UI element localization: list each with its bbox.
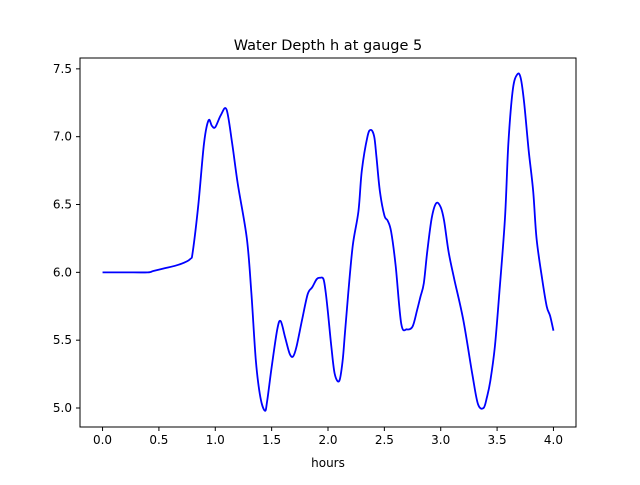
series-layer xyxy=(102,72,555,412)
y-tick-label: 5.0 xyxy=(53,401,72,415)
x-tick-label: 4.0 xyxy=(544,433,563,447)
y-tick-label: 5.5 xyxy=(53,333,72,347)
x-tick-label: 2.5 xyxy=(375,433,394,447)
x-tick-label: 0.5 xyxy=(149,433,168,447)
x-tick-label: 2.0 xyxy=(318,433,337,447)
y-tick-label: 7.0 xyxy=(53,130,72,144)
y-tick-label: 7.5 xyxy=(53,62,72,76)
x-tick-label: 1.0 xyxy=(206,433,225,447)
y-tick-label: 6.0 xyxy=(53,265,72,279)
y-axis-ticks: 5.0 5.5 6.0 6.5 7.0 7.5 xyxy=(53,62,80,415)
y-tick-label: 6.5 xyxy=(53,198,72,212)
plot-area-frame xyxy=(79,57,577,428)
x-tick-label: 1.5 xyxy=(262,433,281,447)
chart-title: Water Depth h at gauge 5 xyxy=(234,38,422,54)
x-axis-label: hours xyxy=(311,456,345,470)
x-tick-label: 3.0 xyxy=(431,433,450,447)
x-tick-label: 3.5 xyxy=(488,433,507,447)
x-tick-label: 0.0 xyxy=(93,433,112,447)
x-axis-ticks: 0.0 0.5 1.0 1.5 2.0 2.5 3.0 3.5 4.0 xyxy=(93,427,563,447)
series-line xyxy=(102,72,555,412)
